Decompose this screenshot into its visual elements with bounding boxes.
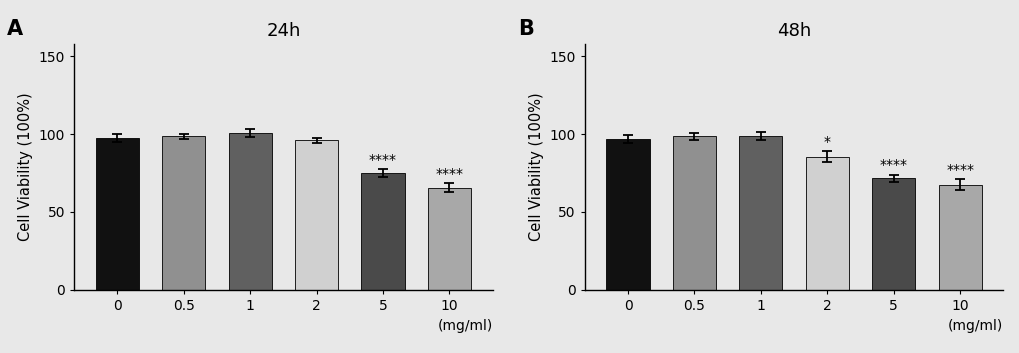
Bar — [427, 188, 471, 290]
Text: (mg/ml): (mg/ml) — [437, 319, 492, 333]
Text: ****: **** — [878, 158, 907, 172]
Bar — [871, 179, 914, 290]
Text: ****: **** — [369, 153, 396, 167]
Bar — [739, 136, 782, 290]
Bar — [937, 185, 980, 290]
Bar — [294, 140, 338, 290]
Text: ****: **** — [946, 163, 973, 177]
Bar — [96, 138, 139, 290]
Bar — [673, 137, 715, 290]
Bar — [162, 137, 205, 290]
Text: ****: **** — [435, 167, 463, 181]
Bar — [805, 157, 848, 290]
Text: B: B — [518, 19, 533, 39]
Text: A: A — [7, 19, 23, 39]
Bar — [361, 173, 405, 290]
Bar — [228, 133, 271, 290]
Y-axis label: Cell Viability (100%): Cell Viability (100%) — [529, 92, 543, 241]
Title: 48h: 48h — [776, 22, 810, 40]
Y-axis label: Cell Viability (100%): Cell Viability (100%) — [18, 92, 34, 241]
Bar — [606, 139, 649, 290]
Text: (mg/ml): (mg/ml) — [947, 319, 1003, 333]
Text: *: * — [823, 135, 830, 149]
Title: 24h: 24h — [266, 22, 301, 40]
